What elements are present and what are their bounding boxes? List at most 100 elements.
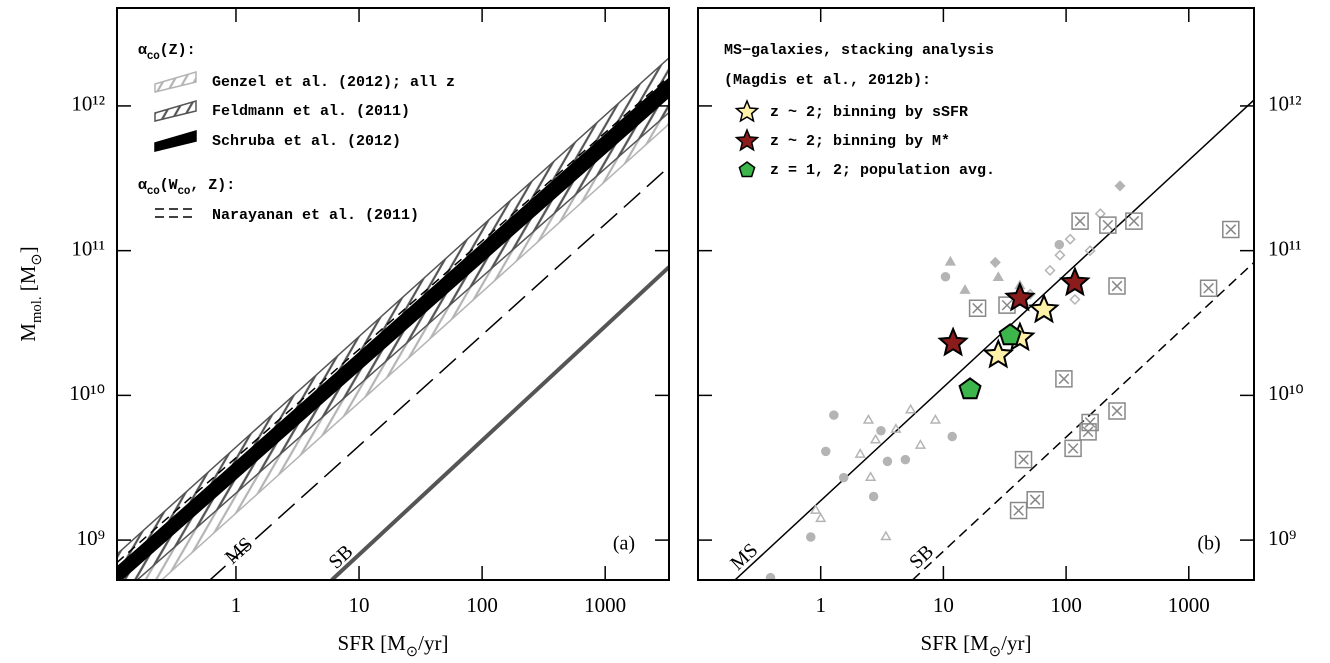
marker [854, 448, 866, 458]
line-label: MS [221, 533, 257, 569]
y-tick-label: 10¹¹ [1268, 236, 1302, 260]
band-edge [208, 166, 669, 580]
legend-label: Genzel et al. (2012); all z [212, 74, 455, 91]
plot-area [117, 56, 669, 580]
x-axis-label: SFR [M⊙/yr] [921, 631, 1032, 661]
legend-marker [734, 99, 760, 123]
marker [904, 403, 917, 414]
marker [1064, 233, 1076, 245]
marker [809, 504, 822, 514]
legend-marker [734, 128, 760, 152]
marker [1069, 293, 1081, 306]
legend-heading-part: α [138, 42, 147, 59]
marker [1009, 501, 1028, 520]
marker [815, 512, 827, 523]
line-label: SB [905, 541, 938, 574]
x-axis-label-part: ⊙ [989, 644, 1001, 660]
y-axis-label-part: M [16, 323, 40, 342]
marker [1114, 180, 1126, 192]
marker [1199, 279, 1218, 297]
plot-area [733, 97, 1254, 580]
marker [914, 439, 927, 449]
marker [880, 530, 892, 541]
marker [1064, 439, 1082, 458]
marker [947, 431, 957, 442]
x-tick-label: 1 [231, 593, 242, 617]
marker [1071, 212, 1089, 230]
marker [862, 414, 875, 424]
legend-heading: (Magdis et al., 2012b): [724, 72, 931, 89]
x-tick-label: 1 [815, 593, 826, 617]
band [117, 77, 669, 580]
marker [1099, 216, 1117, 234]
y-axis-label: Mmol. [M⊙] [16, 246, 46, 341]
y-tick-label: 10¹⁰ [1268, 381, 1304, 405]
line-label: SB [325, 541, 358, 574]
marker [1055, 370, 1073, 388]
y-tick-label: 10¹² [1268, 92, 1302, 116]
legend-marker [738, 161, 756, 178]
legend-label: Feldmann et al. (2011) [212, 103, 410, 120]
y-axis-label-part: ] [16, 246, 40, 253]
legend-label: z ~ 2; binning by M* [770, 133, 950, 150]
marker [1028, 293, 1060, 324]
marker [1054, 239, 1065, 250]
legend-heading: αCO(WCO, Z): [138, 177, 235, 198]
marker [882, 456, 893, 467]
legend-label: z = 1, 2; population avg. [770, 162, 995, 179]
y-tick-label: 10¹¹ [71, 236, 105, 260]
x-tick-label: 10 [349, 593, 370, 617]
legend-heading-part: , Z): [190, 177, 235, 194]
marker [1084, 245, 1096, 257]
marker [806, 532, 816, 542]
marker [1222, 220, 1240, 239]
band-edge [117, 75, 669, 564]
legend-heading-part: CO [147, 186, 160, 198]
x-tick-label: 100 [466, 593, 498, 617]
legend-heading-part: CO [178, 186, 191, 198]
x-axis-label-part: SFR [M [921, 631, 990, 655]
x-tick-label: 1000 [584, 593, 626, 617]
marker [959, 284, 971, 294]
marker [900, 454, 911, 465]
line-label: MS [726, 539, 762, 575]
marker [864, 471, 877, 481]
marker [1081, 413, 1099, 432]
y-tick-label: 10¹² [71, 92, 105, 116]
marker [998, 323, 1022, 346]
panel-label: (a) [613, 533, 635, 555]
marker [968, 299, 987, 317]
x-axis-label-part: /yr] [418, 631, 448, 655]
marker [982, 338, 1015, 369]
marker [1014, 450, 1033, 469]
panel-label: (b) [1197, 533, 1220, 555]
y-tick-label: 10⁹ [77, 526, 105, 550]
legend-label: Schruba et al. (2012) [212, 133, 401, 150]
legend-heading: αCO(Z): [138, 42, 196, 63]
marker [1054, 249, 1066, 261]
x-axis-label: SFR [M⊙/yr] [338, 631, 449, 661]
marker [1044, 264, 1056, 276]
x-tick-label: 10 [933, 593, 954, 617]
marker [876, 425, 886, 436]
marker [940, 272, 951, 282]
legend-heading-part: α [138, 177, 147, 194]
legend-heading-part: CO [147, 51, 160, 63]
marker [821, 446, 831, 457]
y-axis-label-part: [M [16, 265, 40, 296]
marker [890, 423, 902, 433]
x-tick-label: 1000 [1168, 593, 1210, 617]
legend-swatch [154, 99, 197, 122]
line [734, 99, 1254, 580]
y-tick-label: 10⁹ [1268, 526, 1296, 550]
marker [869, 433, 882, 444]
legend-label: Narayanan et al. (2011) [212, 207, 419, 224]
legend-heading-part: (Z): [160, 42, 196, 59]
x-axis-label-part: /yr] [1001, 631, 1031, 655]
axes-frame [116, 7, 670, 581]
marker [1079, 423, 1097, 441]
axes-frame [697, 7, 1255, 581]
marker [929, 414, 941, 424]
y-tick-label: 10¹⁰ [69, 381, 105, 405]
